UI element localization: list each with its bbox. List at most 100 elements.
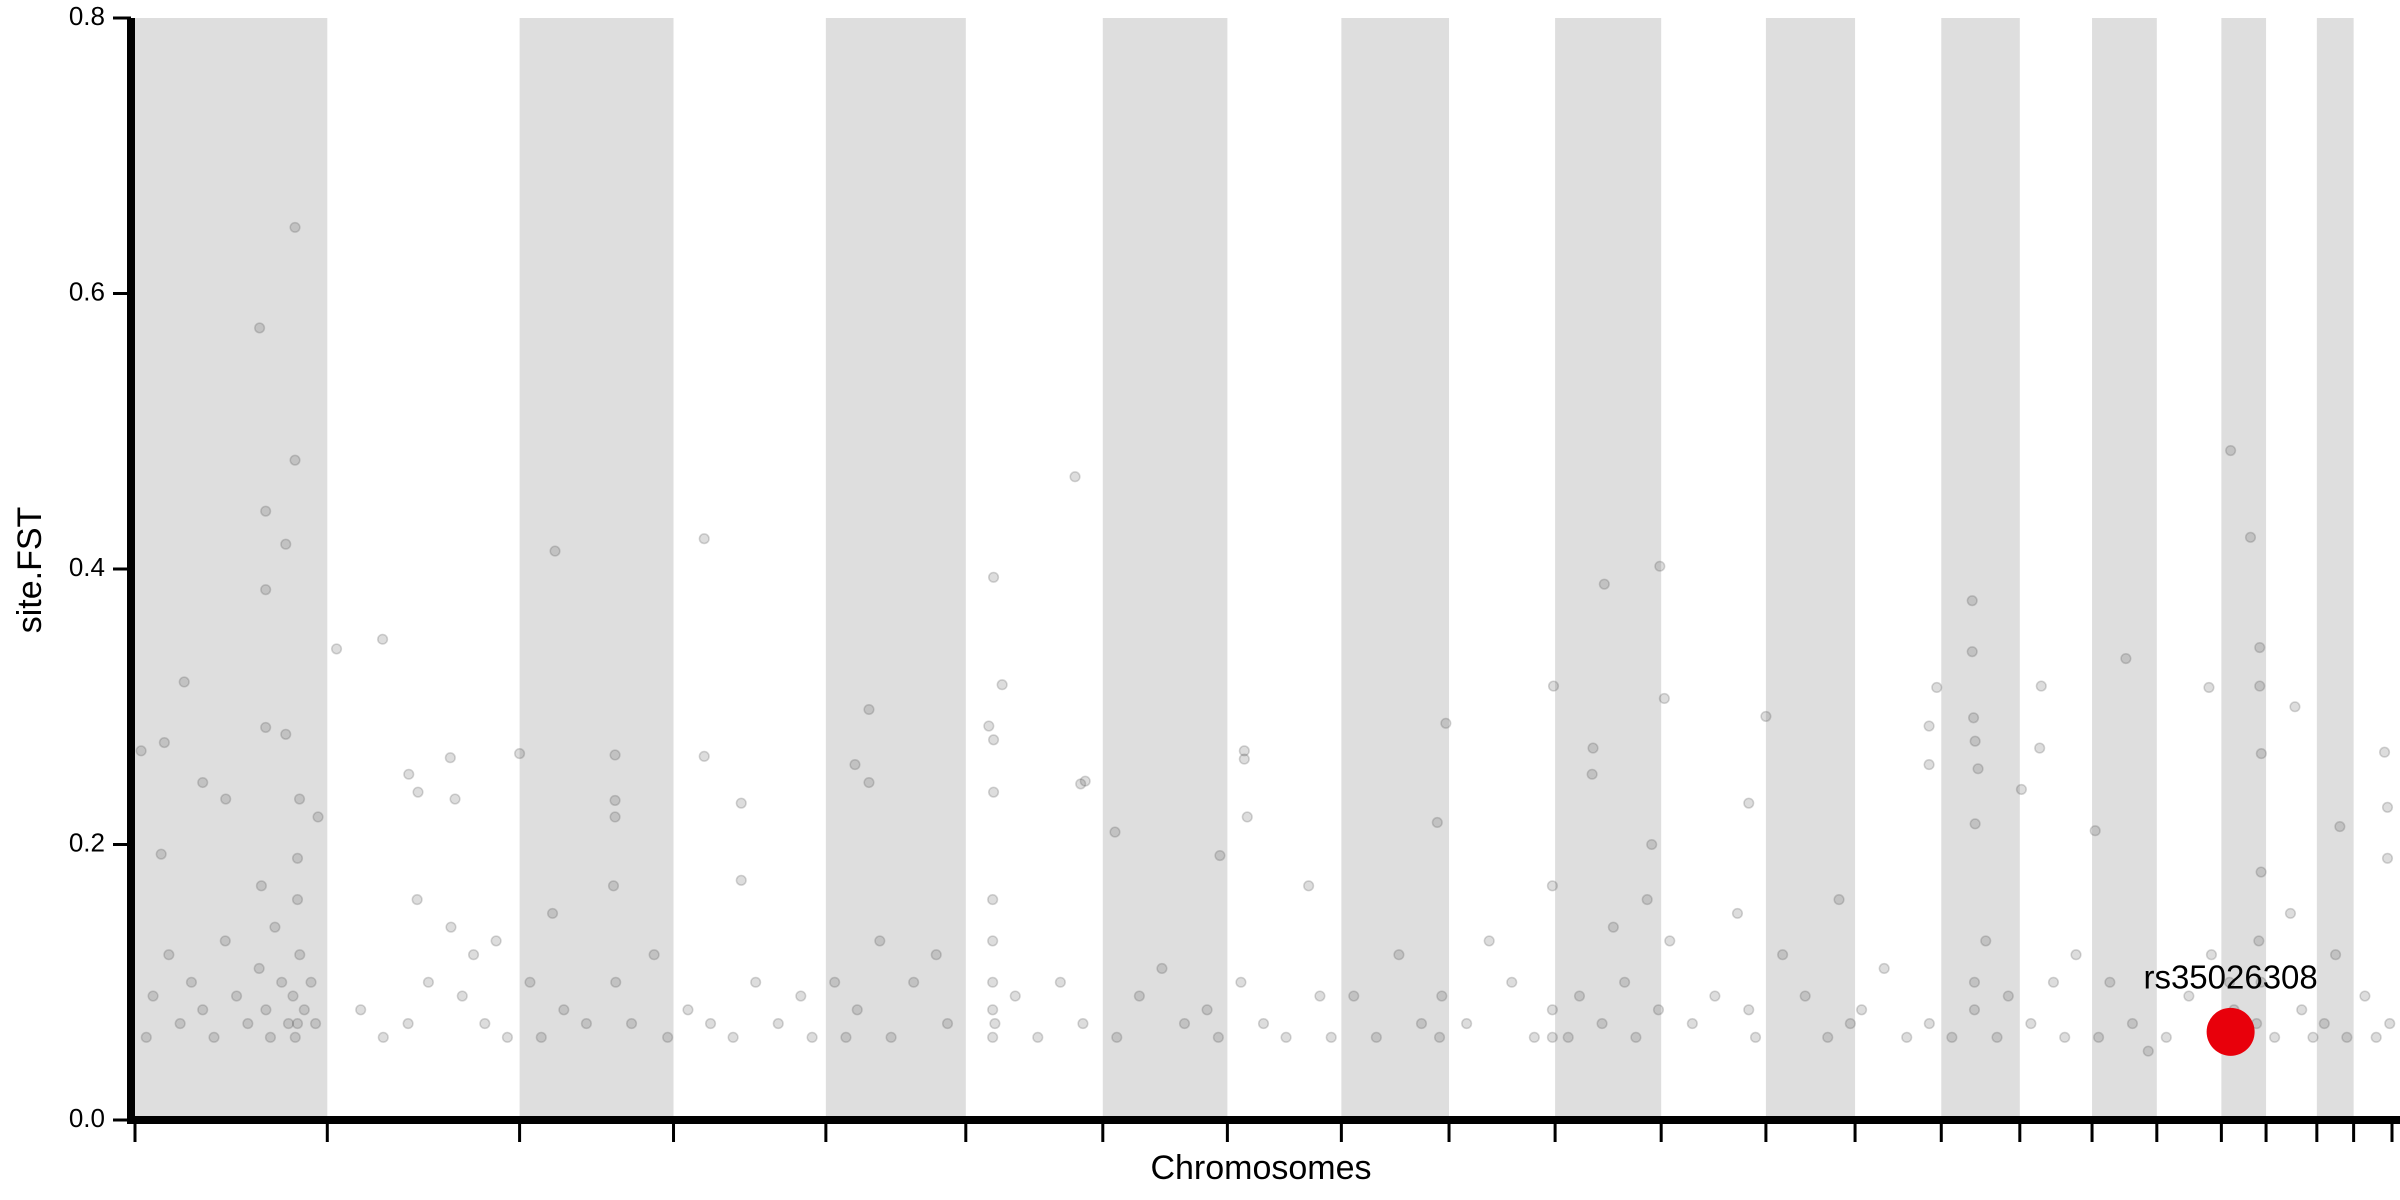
data-point (1546, 1004, 1558, 1016)
data-point (1303, 880, 1315, 892)
data-point (1731, 907, 1744, 919)
chromosome-band (1341, 18, 1450, 1120)
data-point (2296, 1004, 2308, 1016)
data-point (1238, 745, 1250, 757)
data-point (996, 679, 1008, 691)
data-point (208, 1031, 220, 1043)
data-point (1433, 1031, 1446, 1043)
data-point (1822, 1031, 1834, 1043)
data-point (163, 949, 175, 961)
data-point (2289, 701, 2301, 713)
data-point (2047, 976, 2059, 988)
chromosome-band (1102, 18, 1228, 1120)
data-point (1607, 921, 1619, 933)
data-point (197, 776, 209, 789)
data-point (1968, 712, 1980, 724)
data-point (2015, 783, 2027, 795)
data-point (2253, 935, 2265, 947)
y-tick-label: 0.2 (69, 827, 105, 857)
data-point (2334, 821, 2346, 833)
data-point (242, 1018, 254, 1030)
data-point (1596, 1018, 1608, 1030)
data-point (1587, 742, 1599, 754)
data-point (1709, 990, 1721, 1002)
data-point (2381, 801, 2394, 813)
data-point (607, 880, 620, 892)
data-point (2203, 681, 2215, 694)
data-point (1833, 894, 1845, 906)
data-point (2183, 990, 2195, 1002)
data-point (1156, 962, 1168, 975)
data-point (750, 976, 762, 988)
data-point (1573, 990, 1586, 1002)
data-point (412, 786, 424, 798)
data-point (1844, 1018, 1856, 1030)
data-point (941, 1018, 954, 1030)
data-point (1931, 681, 1943, 694)
data-point (1652, 1004, 1665, 1016)
data-point (1641, 894, 1653, 906)
data-point (2126, 1018, 2138, 1030)
data-point (1133, 990, 1145, 1002)
data-point (1980, 935, 1992, 947)
data-point (289, 454, 301, 466)
data-point (698, 533, 710, 545)
data-point (1212, 1031, 1224, 1043)
data-point (2059, 1031, 2071, 1043)
data-point (155, 848, 167, 860)
data-point (444, 752, 456, 764)
data-point (662, 1031, 674, 1043)
data-point (2254, 680, 2266, 692)
data-point (291, 894, 304, 906)
data-point (1901, 1031, 1913, 1043)
data-point (291, 1018, 304, 1030)
data-point (546, 907, 559, 919)
data-point (1077, 1018, 1089, 1030)
data-point (735, 874, 747, 886)
data-point (1546, 1031, 1558, 1043)
data-point (795, 990, 807, 1002)
data-point (1749, 1031, 1762, 1043)
data-point (411, 894, 423, 906)
x-axis-label: Chromosomes (1150, 1149, 1371, 1187)
data-point (1777, 949, 1789, 961)
data-point (609, 749, 621, 761)
data-point (1079, 775, 1091, 787)
data-point (2035, 680, 2047, 692)
data-point (312, 811, 324, 823)
data-point (449, 793, 461, 805)
data-point (264, 1031, 276, 1043)
data-point (2225, 444, 2237, 457)
data-point (1966, 646, 1978, 658)
data-point (514, 748, 526, 760)
data-point (2025, 1018, 2037, 1030)
data-point (1923, 759, 1935, 771)
data-point (140, 1031, 152, 1043)
data-point (2255, 866, 2267, 878)
data-point (276, 976, 288, 988)
data-point (772, 1018, 784, 1030)
data-point (1658, 692, 1670, 705)
data-point (219, 935, 231, 947)
data-point (287, 990, 299, 1002)
data-point (2070, 949, 2082, 961)
data-point (422, 976, 434, 988)
data-point (479, 1018, 491, 1030)
data-point (231, 990, 243, 1002)
data-point (1235, 976, 1247, 988)
data-point (2034, 742, 2046, 754)
data-point (1214, 849, 1226, 862)
data-point (294, 949, 306, 961)
data-point (840, 1031, 852, 1043)
data-point (260, 721, 272, 733)
data-point (1586, 768, 1598, 780)
data-point (282, 1018, 295, 1030)
data-point (2205, 949, 2217, 961)
data-point (1760, 710, 1772, 722)
data-point (1686, 1018, 1698, 1030)
data-point (254, 322, 266, 334)
data-point (682, 1004, 694, 1016)
data-point (1923, 1018, 1935, 1030)
data-point (1257, 1018, 1270, 1030)
data-point (849, 759, 861, 771)
